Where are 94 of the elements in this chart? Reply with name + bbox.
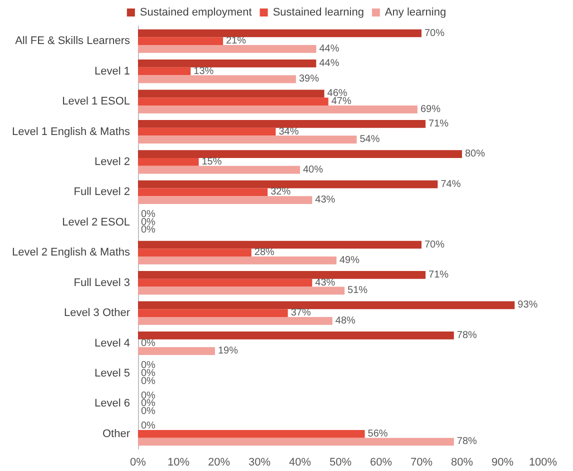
bar (138, 45, 316, 53)
bar (138, 309, 288, 317)
data-label: 32% (270, 186, 291, 198)
data-label: 13% (194, 66, 214, 77)
data-label: 70% (424, 239, 445, 250)
legend-label: Sustained employment (140, 6, 252, 18)
y-tick-label: Level 6 (94, 398, 130, 410)
data-label: 19% (218, 346, 238, 357)
x-tick-label: 90% (491, 456, 514, 468)
bar (138, 248, 252, 257)
legend-label: Any learning (384, 6, 446, 18)
bar (138, 75, 296, 84)
data-label: 69% (420, 104, 441, 115)
bar (138, 120, 426, 128)
data-label: 43% (315, 277, 336, 288)
bar (138, 136, 357, 144)
bar (138, 278, 312, 287)
data-label: 54% (360, 134, 380, 146)
bar (138, 158, 199, 166)
bar (138, 128, 276, 136)
bar (138, 331, 454, 340)
data-label: 44% (319, 43, 340, 54)
bar (138, 256, 336, 264)
data-label: 15% (202, 156, 222, 168)
data-label: 47% (331, 96, 352, 108)
data-label: 78% (456, 330, 478, 341)
bar (138, 347, 215, 356)
y-tick-label: Other (102, 428, 130, 440)
y-tick-label: Level 2 (94, 156, 130, 168)
bar (138, 188, 268, 196)
bar (138, 430, 365, 438)
data-label: 0% (141, 376, 156, 387)
data-label: 40% (303, 164, 324, 176)
bar (138, 286, 345, 295)
data-label: 49% (339, 254, 360, 266)
y-tick-label: Full Level 3 (74, 276, 130, 289)
bar (138, 60, 316, 68)
y-tick-label: Level 3 Other (64, 307, 130, 320)
bar (138, 180, 438, 188)
y-tick-label: Level 2 ESOL (62, 216, 130, 228)
data-label: 71% (428, 269, 449, 280)
x-tick-label: 70% (410, 456, 433, 468)
data-label: 0% (141, 338, 156, 349)
bar (138, 67, 191, 76)
data-label: 37% (290, 308, 311, 319)
data-label: 80% (465, 148, 486, 160)
bar (138, 105, 418, 114)
x-tick-label: 30% (248, 456, 271, 468)
data-label: 21% (226, 36, 246, 47)
bar (138, 166, 300, 174)
bar (138, 240, 422, 249)
x-tick-label: 10% (167, 456, 190, 468)
data-label: 0% (141, 420, 156, 432)
data-label: 43% (315, 194, 336, 206)
bar (138, 196, 312, 204)
data-label: 74% (440, 178, 461, 190)
bar (138, 316, 332, 325)
y-tick-label: Level 1 English & Maths (12, 126, 130, 138)
data-label: 0% (141, 406, 156, 418)
bar (138, 29, 422, 38)
y-tick-label: Level 5 (94, 367, 130, 380)
x-tick-label: 60% (370, 456, 392, 468)
x-tick-label: 0% (130, 456, 146, 468)
data-label: 39% (298, 74, 320, 85)
data-label: 51% (348, 285, 368, 296)
x-tick-label: 80% (450, 456, 474, 468)
bar (138, 301, 515, 310)
y-tick-label: Level 1 (94, 65, 130, 78)
x-tick-label: 50% (329, 456, 352, 468)
y-tick-label: All FE & Skills Learners (15, 35, 130, 48)
x-tick-label: 40% (288, 456, 312, 468)
data-label: 28% (254, 247, 275, 258)
y-tick-label: Level 4 (94, 337, 130, 350)
legend-label: Sustained learning (272, 6, 364, 18)
data-label: 48% (335, 315, 356, 326)
bar (138, 98, 328, 106)
bar (138, 37, 224, 46)
data-label: 70% (424, 28, 445, 39)
bar (138, 271, 426, 279)
data-label: 0% (141, 224, 156, 236)
y-tick-label: Full Level 2 (74, 186, 130, 198)
bar (138, 438, 454, 446)
y-tick-label: Level 2 English & Maths (12, 246, 130, 259)
bar (138, 90, 324, 98)
data-label: 44% (319, 58, 340, 69)
data-label: 93% (518, 300, 538, 311)
x-tick-label: 20% (208, 456, 230, 468)
data-label: 78% (456, 436, 478, 448)
x-tick-label: 100% (528, 456, 558, 468)
data-label: 34% (278, 126, 299, 138)
y-tick-label: Level 1 ESOL (62, 96, 130, 108)
data-label: 56% (368, 428, 388, 440)
bar (138, 150, 462, 158)
data-label: 71% (428, 118, 449, 130)
